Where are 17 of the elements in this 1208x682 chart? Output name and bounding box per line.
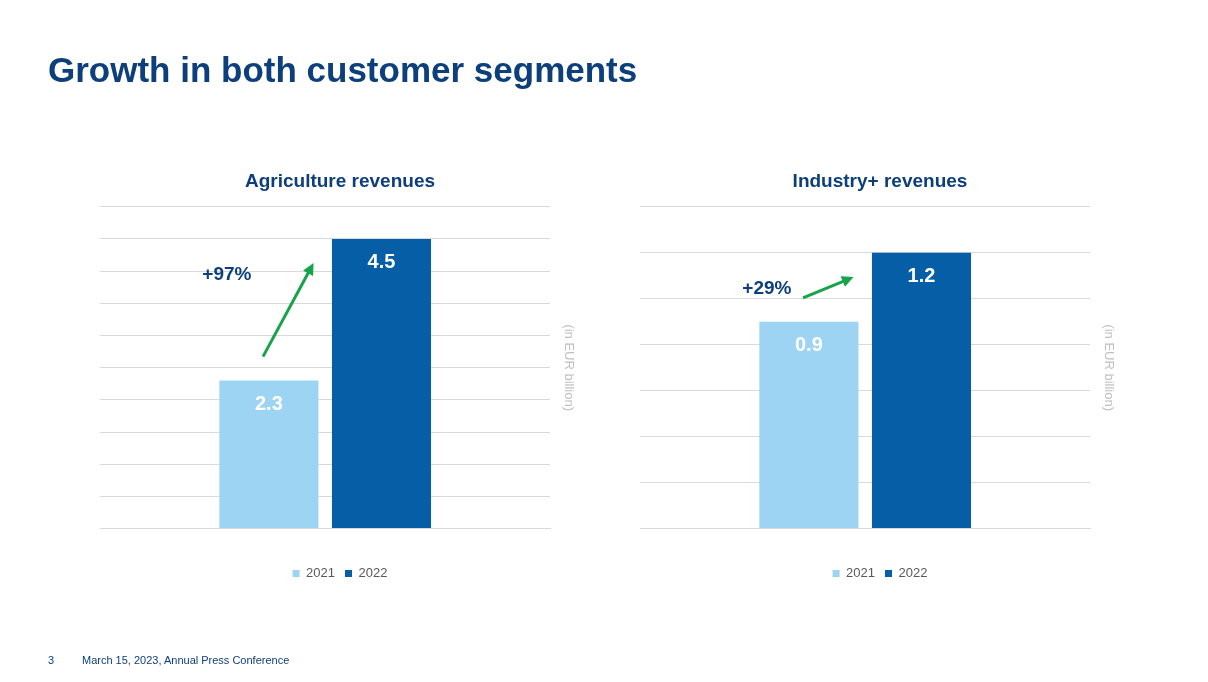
annotation: +29% [742,277,792,299]
data-label: 0.9 [794,333,823,356]
data-label: 1.2 [907,264,936,287]
legend-label: 2021 [306,565,335,581]
chart-title: Agriculture revenues [244,169,436,191]
legend-label: 2022 [358,565,388,581]
data-label: 2.3 [254,392,283,415]
y-axis-title: (in EUR billion) [561,324,577,412]
legend-label: 2021 [846,565,875,581]
text: 3 [48,654,55,666]
y-axis-title: (in EUR billion) [1101,324,1117,412]
legend-label: 2022 [898,565,928,581]
text: Growth in both customer segments [48,50,638,90]
chart-title: Industry+ revenues [792,169,968,191]
annotation: +97% [202,263,252,285]
text: March 15, 2023, Annual Press Conference [82,654,290,666]
data-label: 4.5 [367,250,396,273]
